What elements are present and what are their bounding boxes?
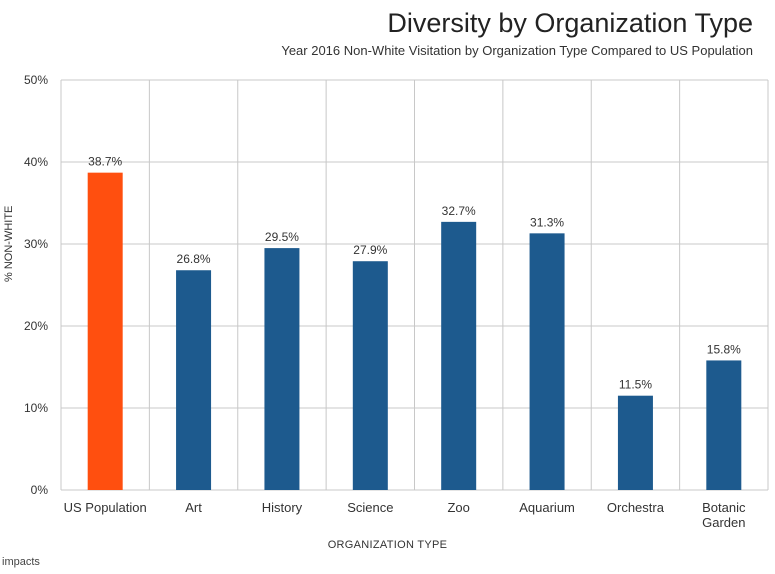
category-label: Zoo (447, 500, 469, 515)
bar (176, 270, 212, 490)
y-tick-label: 20% (24, 319, 48, 333)
bar (617, 395, 653, 490)
y-tick-label: 10% (24, 401, 48, 415)
data-label: 32.7% (442, 204, 476, 218)
bar (352, 261, 388, 490)
chart-title: Diversity by Organization Type (387, 8, 753, 38)
y-tick-label: 40% (24, 155, 48, 169)
category-label: Garden (702, 515, 745, 530)
data-label: 31.3% (530, 215, 564, 229)
bar (706, 360, 742, 490)
data-label: 11.5% (619, 378, 652, 392)
x-axis-label: ORGANIZATION TYPE (327, 539, 448, 551)
bar (87, 172, 123, 490)
y-tick-label: 0% (31, 483, 49, 497)
data-label: 29.5% (265, 230, 299, 244)
y-tick-label: 50% (24, 73, 48, 87)
data-label: 27.9% (353, 243, 387, 257)
bar (441, 221, 477, 491)
bar (529, 233, 565, 490)
category-label: Orchestra (607, 500, 665, 515)
data-label: 15.8% (707, 342, 741, 356)
category-label: Art (185, 500, 202, 515)
category-label: Aquarium (519, 500, 575, 515)
category-label: History (262, 500, 303, 515)
category-label: Science (347, 500, 393, 515)
chart-subtitle: Year 2016 Non-White Visitation by Organi… (281, 43, 753, 58)
category-label: Botanic (702, 500, 746, 515)
y-tick-label: 30% (24, 237, 48, 251)
impacts-logo: impacts (2, 556, 40, 568)
category-label: US Population (64, 500, 147, 515)
data-label: 26.8% (177, 252, 211, 266)
bar (264, 248, 300, 490)
data-label: 38.7% (88, 155, 122, 169)
